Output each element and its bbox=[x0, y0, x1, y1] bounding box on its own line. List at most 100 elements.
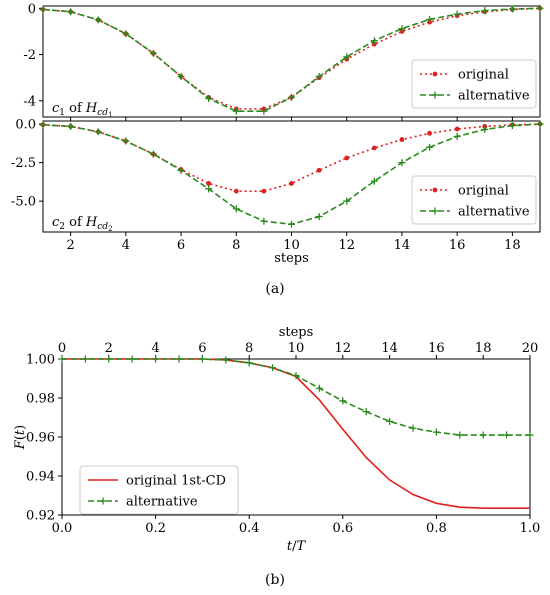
top-x-tick-label: 6 bbox=[198, 341, 206, 356]
data-point bbox=[288, 220, 295, 228]
y-tick-label: 1.00 bbox=[26, 353, 55, 368]
top-x-tick-label: 20 bbox=[522, 341, 539, 356]
data-point bbox=[339, 397, 347, 405]
legend-marker bbox=[431, 207, 439, 215]
legend-box bbox=[411, 175, 537, 225]
panel-a-bottom: 0.0 -2.5 -5.0 2 4 6 8 10 12 14 16 18 steps original al… bbox=[11, 118, 544, 266]
data-point bbox=[386, 417, 394, 425]
data-point bbox=[370, 177, 378, 185]
data-point bbox=[481, 125, 489, 133]
data-point bbox=[261, 188, 267, 194]
x-tick-label: 8 bbox=[232, 238, 240, 253]
top-x-tick-label: 8 bbox=[245, 341, 253, 356]
data-point bbox=[479, 431, 487, 439]
data-point bbox=[362, 408, 370, 416]
data-point bbox=[456, 431, 464, 439]
data-point bbox=[269, 364, 277, 372]
x-tick-label: 12 bbox=[338, 238, 355, 253]
y-tick-label: 0.94 bbox=[26, 470, 55, 485]
data-point bbox=[122, 30, 130, 38]
x-tick-label: 4 bbox=[122, 238, 130, 253]
data-point bbox=[370, 37, 378, 45]
data-point bbox=[288, 93, 295, 101]
data-point bbox=[233, 188, 239, 194]
data-point bbox=[177, 73, 185, 81]
data-point bbox=[67, 122, 75, 130]
data-point bbox=[399, 137, 405, 142]
data-point bbox=[122, 137, 130, 145]
data-point bbox=[432, 428, 440, 436]
caption-b: (b) bbox=[265, 572, 285, 588]
y-tick-label: 0.98 bbox=[26, 392, 55, 407]
data-point bbox=[289, 181, 294, 186]
legend-label: alternative bbox=[458, 89, 530, 104]
top-x-tick-label: 2 bbox=[105, 341, 113, 356]
data-point bbox=[245, 359, 253, 367]
x-tick-label: 6 bbox=[177, 238, 185, 253]
x-tick-label: 0.8 bbox=[426, 521, 447, 536]
data-point bbox=[232, 205, 240, 213]
data-point bbox=[453, 132, 461, 140]
data-point bbox=[316, 167, 322, 173]
legend-label: original bbox=[458, 68, 509, 83]
x-tick-label: 18 bbox=[504, 238, 521, 253]
data-point bbox=[58, 355, 66, 363]
data-point bbox=[39, 121, 47, 129]
series-line-1 bbox=[62, 358, 530, 436]
data-point bbox=[371, 145, 377, 151]
x-tick-label: 0.6 bbox=[332, 521, 353, 536]
data-point bbox=[292, 372, 300, 380]
legend-marker bbox=[99, 497, 107, 505]
data-point bbox=[454, 126, 460, 132]
data-point bbox=[508, 5, 516, 13]
data-point bbox=[152, 355, 160, 363]
x-tick-label: 16 bbox=[449, 238, 466, 253]
legend-box bbox=[79, 465, 239, 515]
x-tick-label: 0.0 bbox=[52, 521, 73, 536]
data-point bbox=[536, 4, 544, 12]
y-axis-label: F(t) bbox=[13, 425, 28, 450]
data-point bbox=[260, 217, 268, 225]
data-point bbox=[177, 166, 185, 174]
top-x-tick-label: 0 bbox=[58, 341, 66, 356]
data-point bbox=[398, 25, 406, 33]
data-point bbox=[205, 95, 213, 102]
data-point bbox=[427, 130, 432, 136]
data-point bbox=[260, 107, 268, 115]
data-point bbox=[149, 150, 157, 158]
data-point bbox=[481, 7, 489, 15]
data-point bbox=[315, 213, 323, 221]
legend-marker bbox=[432, 71, 438, 77]
data-point bbox=[536, 120, 544, 128]
data-point bbox=[206, 181, 212, 186]
data-point bbox=[315, 384, 323, 392]
data-point bbox=[205, 185, 213, 193]
y-tick-label: 0.0 bbox=[15, 118, 36, 133]
data-point bbox=[222, 356, 230, 364]
data-point bbox=[128, 355, 136, 363]
y-tick-label: -2 bbox=[23, 48, 36, 63]
data-point bbox=[503, 431, 511, 439]
data-point bbox=[508, 122, 516, 130]
data-point bbox=[198, 355, 206, 363]
caption-a: (a) bbox=[265, 281, 284, 297]
data-point bbox=[232, 107, 240, 115]
y-tick-label: 0.96 bbox=[26, 431, 55, 446]
data-point bbox=[344, 155, 350, 161]
data-point bbox=[105, 355, 113, 363]
x-tick-label: 10 bbox=[283, 238, 300, 253]
legend-label: original bbox=[458, 184, 509, 199]
legend-marker bbox=[431, 91, 439, 99]
data-point bbox=[175, 355, 183, 363]
legend-label: alternative bbox=[458, 205, 530, 220]
data-point bbox=[453, 10, 461, 18]
y-tick-label: 0.92 bbox=[26, 509, 55, 524]
data-point bbox=[94, 16, 102, 24]
legend-label: original 1st-CD bbox=[126, 474, 226, 489]
data-point bbox=[426, 143, 434, 151]
top-x-tick-label: 12 bbox=[335, 341, 352, 356]
panel-a-top: 0 -2 -4 original alternative c1 of Hcd1 bbox=[23, 2, 544, 121]
x-tick-label: 0.4 bbox=[239, 521, 260, 536]
data-point bbox=[343, 197, 351, 205]
